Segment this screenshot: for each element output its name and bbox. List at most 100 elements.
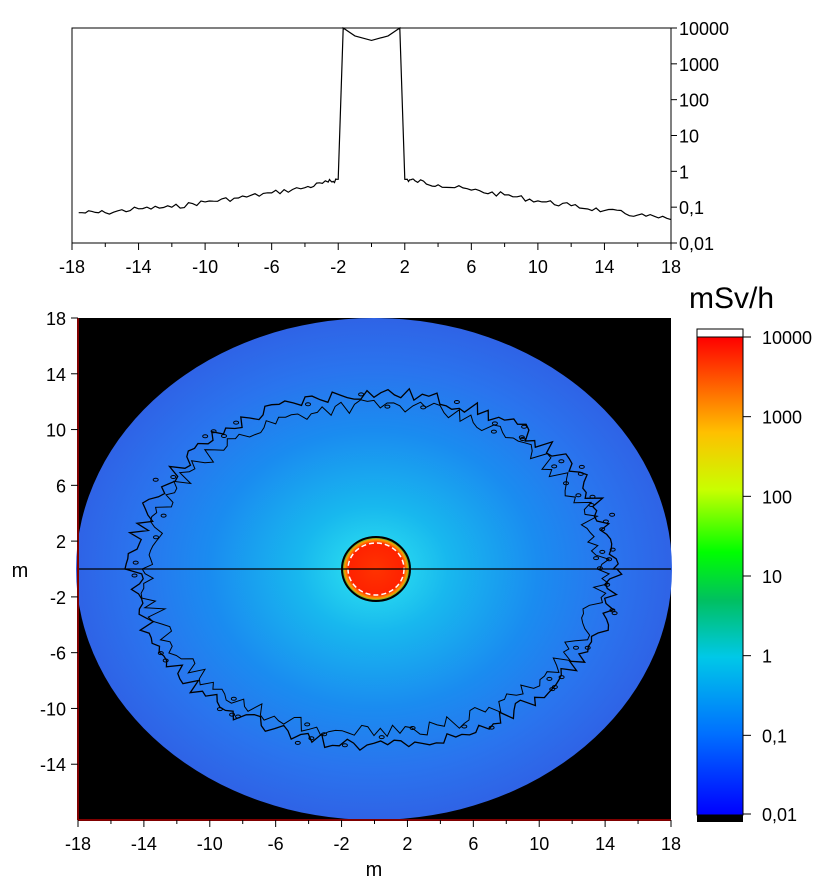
heatmap-y-axis: 18 14 10 6 2 -2 -6 -10 -14: [40, 309, 78, 775]
top-x-tick-label: 2: [400, 257, 410, 277]
top-y-tick-label: 1: [679, 162, 689, 182]
contour-island: [593, 556, 600, 561]
contour-island: [233, 420, 240, 425]
top-y-tick-label: 100: [679, 91, 709, 111]
colorbar-tick-label: 1000: [762, 408, 802, 428]
heatmap-x-tick-label: 14: [595, 834, 615, 854]
top-x-tick-label: -2: [330, 257, 346, 277]
colorbar-top-cap: [696, 328, 744, 338]
heatmap-x-tick-label: -10: [197, 834, 223, 854]
heatmap-x-tick-label: 6: [468, 834, 478, 854]
heatmap-x-tick-label: -14: [131, 834, 157, 854]
contour-island: [229, 712, 236, 717]
contour-island: [170, 475, 177, 479]
contour-island: [358, 392, 365, 397]
contour-island: [162, 658, 169, 663]
heatmap-y-label: m: [12, 560, 29, 582]
contour-island: [488, 725, 495, 730]
top-x-tick-label: -6: [264, 257, 280, 277]
heatmap-y-tick-label: 18: [46, 309, 66, 329]
contour-island: [378, 735, 385, 740]
contour-island: [578, 464, 585, 469]
contour-island: [611, 611, 618, 616]
colorbar-tick-label: 10000: [762, 328, 812, 348]
contour-island: [558, 459, 565, 464]
contour-island: [305, 402, 311, 407]
contour-island: [202, 434, 209, 439]
contour-island: [216, 707, 223, 712]
contour-island: [491, 421, 498, 426]
heatmap-y-tick-label: -2: [50, 588, 66, 608]
contour-island: [599, 549, 606, 554]
contour-island: [558, 675, 565, 680]
heatmap-y-tick-label: -14: [40, 755, 66, 775]
contour-island: [490, 429, 497, 434]
contour-island: [563, 481, 569, 486]
contour-island: [546, 676, 553, 681]
contour-island: [157, 651, 164, 656]
contour-island: [160, 513, 167, 518]
contour-island: [210, 429, 217, 434]
contour-island: [588, 503, 595, 507]
contour-island: [599, 527, 606, 532]
contour-island: [584, 645, 591, 650]
top-x-tick-label: 6: [466, 257, 476, 277]
contour-island: [518, 435, 525, 440]
heatmap-y-tick-label: 10: [46, 421, 66, 441]
colorbar-tick-label: 100: [762, 487, 792, 507]
colorbar-gradient: [696, 336, 744, 816]
contour-island: [304, 722, 311, 727]
contour-island: [602, 519, 609, 524]
colorbar-ticks: 10000 1000 100 10 1 0,1 0,01: [743, 328, 812, 825]
contour-island: [409, 726, 416, 730]
contour-island: [341, 743, 348, 748]
contour-island: [384, 404, 391, 409]
heatmap-x-tick-label: -6: [268, 834, 284, 854]
heatmap-y-tick-label: -6: [50, 644, 66, 664]
contour-island: [152, 477, 159, 482]
contour-island: [461, 724, 468, 729]
colorbar-tick-label: 0,1: [762, 726, 787, 746]
contour-island: [609, 547, 616, 552]
contour-island: [596, 566, 603, 571]
contour-island: [609, 512, 616, 517]
profile-series-line: [78, 26, 672, 221]
colorbar-tick-label: 1: [762, 647, 772, 667]
colorbar-tick-label: 0,01: [762, 805, 797, 825]
contour-island: [308, 736, 315, 741]
profile-line-plot: -18 -14 -10 -6 -2 2 6 10 14 18 10000 1000 100 10 1 0,1…: [59, 19, 729, 277]
top-y-axis: 10000 1000 100 10 1 0,1 0,01: [671, 19, 729, 254]
contour-island: [453, 400, 460, 404]
top-x-tick-label: -18: [59, 257, 85, 277]
heatmap-x-label: m: [366, 859, 383, 881]
top-x-axis: -18 -14 -10 -6 -2 2 6 10 14 18: [59, 243, 681, 277]
contour-island: [294, 740, 301, 745]
colorbar-tick-label: 10: [762, 567, 782, 587]
contour-island: [573, 645, 579, 650]
contour-island: [589, 494, 596, 499]
top-plot-frame: [71, 27, 672, 244]
top-y-tick-label: 0,1: [679, 198, 704, 218]
contour-island: [235, 714, 241, 719]
contour-island: [420, 405, 427, 410]
contour-island: [551, 685, 558, 689]
isodose-contour: [124, 387, 623, 751]
heatmap-y-tick-label: 14: [46, 365, 66, 385]
heatmap-x-tick-label: -2: [334, 834, 350, 854]
top-x-tick-label: -10: [192, 257, 218, 277]
heatmap-x-tick-label: 18: [661, 834, 681, 854]
heatmap-y-tick-label: 2: [56, 532, 66, 552]
top-y-tick-label: 10: [679, 127, 699, 147]
contour-island: [321, 732, 328, 737]
top-x-tick-label: 10: [528, 257, 548, 277]
isodose-contour-islands: [131, 392, 618, 748]
heatmap-x-tick-label: 2: [402, 834, 412, 854]
top-x-tick-label: -14: [126, 257, 152, 277]
heatmap-x-axis: -18 -14 -10 -6 -2 2 6 10 14 18: [65, 820, 681, 854]
heatmap-x-tick-label: 10: [529, 834, 549, 854]
contour-island: [551, 464, 558, 469]
contour-island: [519, 437, 526, 441]
contour-island: [575, 493, 582, 498]
heatmap-y-tick-label: 6: [56, 476, 66, 496]
